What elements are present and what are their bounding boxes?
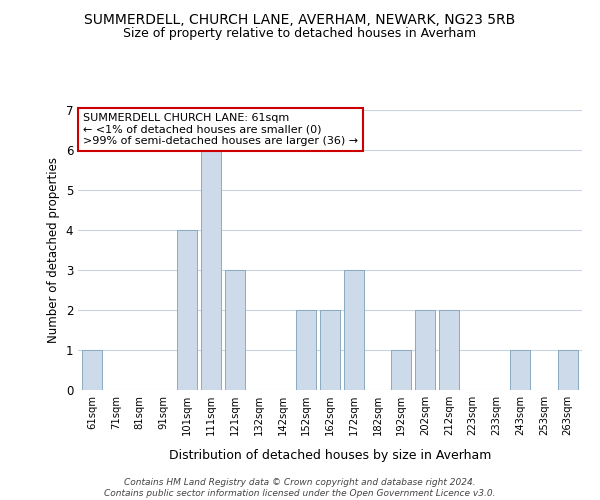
Bar (225, 270, 245, 390)
Bar (391, 350, 412, 390)
Text: SUMMERDELL CHURCH LANE: 61sqm
← <1% of detached houses are smaller (0)
>99% of s: SUMMERDELL CHURCH LANE: 61sqm ← <1% of d… (83, 113, 358, 146)
Bar (439, 310, 459, 390)
Text: Size of property relative to detached houses in Averham: Size of property relative to detached ho… (124, 28, 476, 40)
Text: SUMMERDELL, CHURCH LANE, AVERHAM, NEWARK, NG23 5RB: SUMMERDELL, CHURCH LANE, AVERHAM, NEWARK… (85, 12, 515, 26)
Bar (557, 350, 578, 390)
Bar (177, 230, 197, 390)
Text: Contains HM Land Registry data © Crown copyright and database right 2024.
Contai: Contains HM Land Registry data © Crown c… (104, 478, 496, 498)
Bar (201, 150, 221, 390)
Bar (415, 310, 435, 390)
Bar (510, 350, 530, 390)
Bar (320, 310, 340, 390)
Y-axis label: Number of detached properties: Number of detached properties (47, 157, 60, 343)
Bar (344, 270, 364, 390)
Bar (296, 310, 316, 390)
Bar (82, 350, 103, 390)
X-axis label: Distribution of detached houses by size in Averham: Distribution of detached houses by size … (169, 449, 491, 462)
